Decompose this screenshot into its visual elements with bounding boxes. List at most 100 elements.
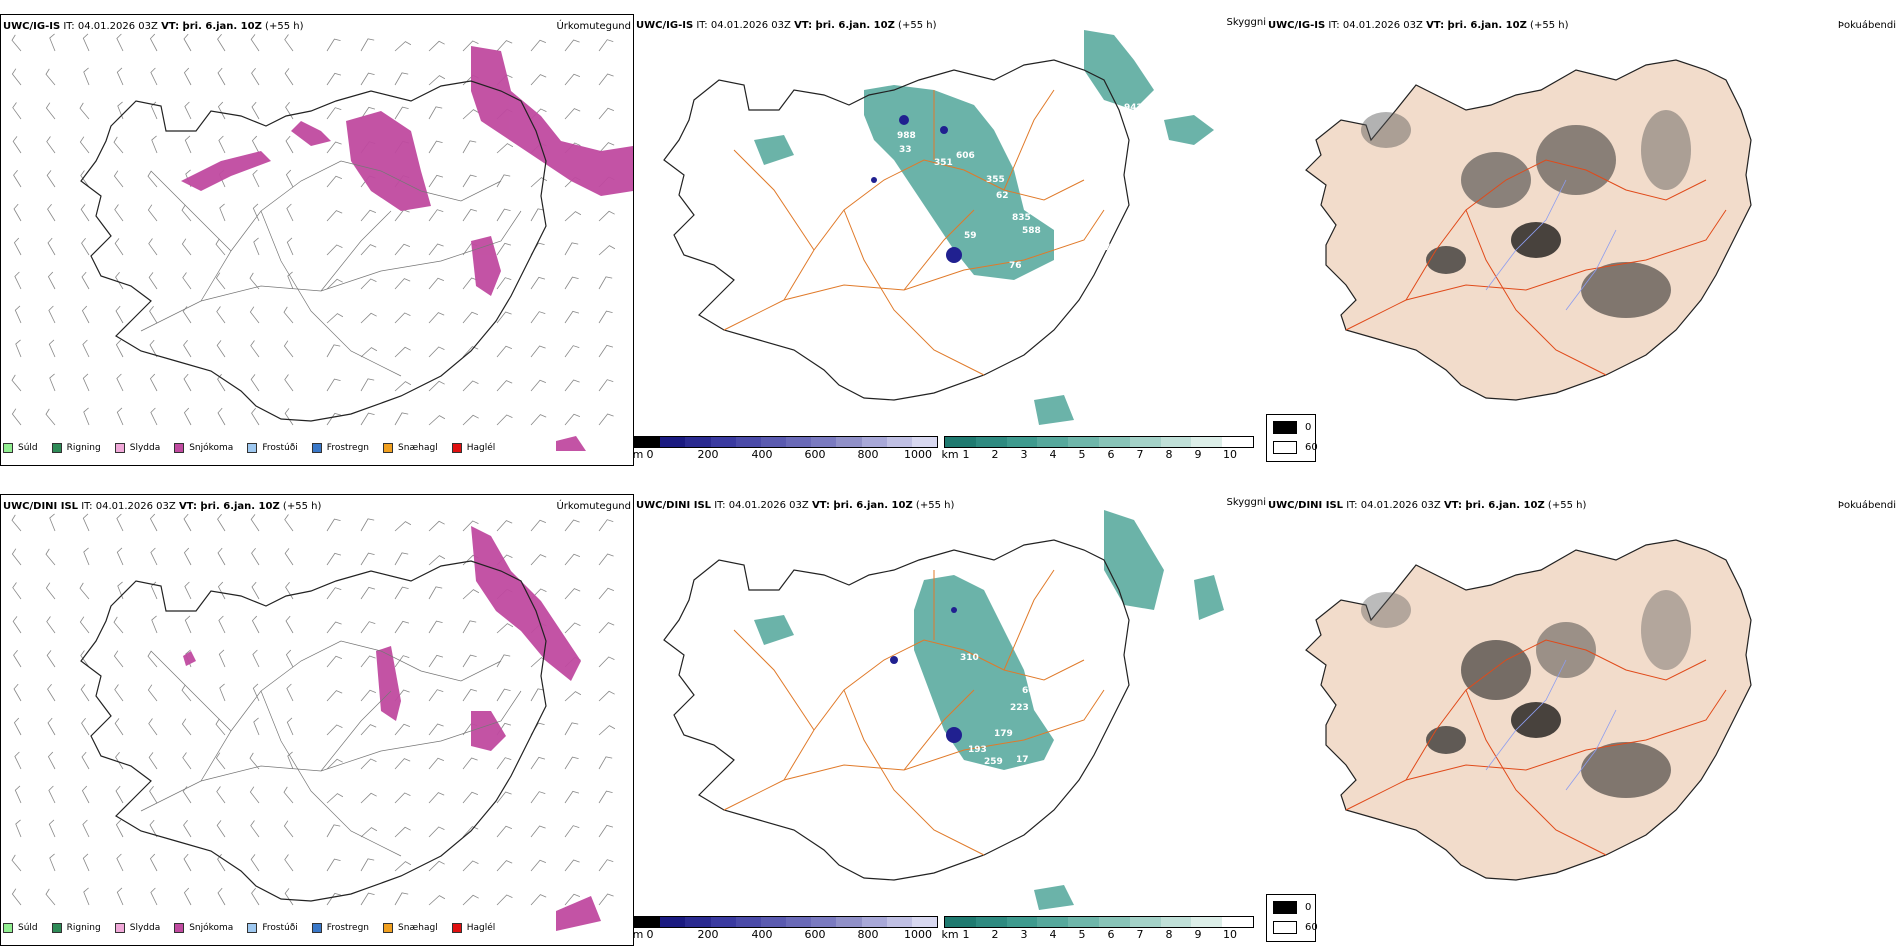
legend-item: Haglél (451, 443, 495, 453)
height-color-scale (634, 436, 938, 448)
wind-barb (496, 242, 512, 256)
wind-barb (252, 649, 260, 668)
wind-barb (360, 552, 375, 566)
wind-barb (215, 272, 226, 290)
legend-swatch (3, 443, 13, 453)
cloud-value: 355 (986, 175, 1005, 185)
legend-label: Snjókoma (189, 923, 234, 933)
wind-barb (428, 174, 444, 188)
wind-barb (326, 278, 343, 290)
wind-barb (147, 170, 158, 188)
wind-barb (46, 136, 56, 154)
fog-rivers (1485, 659, 1617, 791)
wind-barb (326, 892, 342, 906)
height-scale-ticks: m 0 200 400 600 800 1000 (633, 448, 938, 462)
visibility-tick: 9 (1194, 928, 1202, 941)
wind-barb (564, 553, 581, 566)
visibility-unit: km (941, 448, 959, 461)
wind-barb (287, 271, 294, 290)
wind-barb (82, 513, 90, 532)
cloud-value: 374 (1134, 627, 1153, 637)
wind-barb (81, 305, 90, 324)
valid-time: VT: þri. 6.jan. 10Z (794, 20, 895, 31)
wind-barb (14, 271, 22, 290)
wind-barb (252, 683, 260, 702)
wind-barb (217, 547, 226, 566)
visibility-color-scale (944, 916, 1254, 928)
wind-barb (564, 413, 581, 426)
visibility-tick: 7 (1136, 448, 1144, 461)
wind-barb (598, 276, 613, 290)
height-tick: 600 (804, 448, 826, 461)
legend-label: Slydda (129, 923, 161, 933)
iceland-coastline (80, 80, 547, 422)
wind-barb (250, 340, 260, 358)
wind-barb (115, 751, 124, 770)
legend-label: Snæhagl (398, 923, 438, 933)
high-cloud-dots (871, 115, 962, 263)
wind-barb (394, 723, 411, 736)
wind-barb (462, 860, 479, 872)
cloud-value: 63 (789, 191, 802, 201)
wind-barb (394, 826, 411, 838)
wind-barb (496, 311, 512, 324)
visibility-tick: 6 (1107, 928, 1115, 941)
wind-barb (360, 792, 377, 804)
wind-barb (45, 548, 56, 566)
wind-barb (360, 858, 375, 872)
fog-swatch (1273, 921, 1297, 934)
fog-map (1305, 539, 1752, 881)
valid-time: VT: þri. 6.jan. 10Z (178, 501, 280, 512)
fog-legend-label: 0 (1305, 422, 1312, 433)
roads-gray (140, 640, 522, 857)
wind-barb (598, 587, 615, 600)
wind-barb (151, 615, 158, 634)
wind-barb (530, 379, 547, 392)
wind-barb (249, 786, 260, 804)
height-tick: 0 (646, 928, 654, 941)
fog-legend-row: 0 (1273, 421, 1311, 434)
wind-barb (428, 40, 445, 52)
legend-swatch (247, 923, 258, 933)
wind-barb (428, 380, 445, 392)
height-tick: 200 (697, 448, 719, 461)
wind-barb (326, 858, 341, 872)
cloud-value: 14 (884, 735, 897, 745)
wind-barb (564, 691, 582, 702)
legend-swatch (174, 923, 185, 933)
legend-label: Snæhagl (398, 443, 438, 453)
wind-barb (45, 888, 56, 906)
wind-barb (216, 786, 226, 804)
wind-barb (45, 582, 56, 600)
cloud-panel-top: UWC/IG-IS IT: 04.01.2026 03Z VT: þri. 6.… (633, 14, 1266, 466)
wind-barb (598, 344, 614, 358)
wind-barb (326, 655, 343, 668)
wind-barb (530, 554, 547, 566)
wind-barb (360, 72, 375, 86)
wind-barb (428, 586, 443, 600)
cloud-value: 59 (964, 231, 977, 241)
visibility-tick: 10 (1223, 448, 1237, 461)
visibility-tick: 8 (1165, 448, 1173, 461)
wind-barb (181, 238, 192, 256)
wind-barb (47, 237, 56, 256)
fog-indicator-label: Þokuábendi (1837, 500, 1896, 511)
panel-header: UWC/DINI ISL IT: 04.01.2026 03Z VT: þri.… (636, 500, 954, 511)
wind-barb (394, 41, 412, 52)
wind-barb (148, 238, 158, 256)
wind-barb (360, 312, 377, 324)
wind-barb (530, 276, 546, 290)
cloud-value: 179 (994, 729, 1013, 739)
cloud-value: 310 (960, 653, 979, 663)
wind-barb (217, 581, 226, 600)
cloud-base-labels: 988 33 606 355 62 71 63 835 588 786 226 … (789, 103, 1145, 305)
wind-barb (115, 819, 124, 838)
wind-barb (360, 518, 375, 532)
wind-barb (428, 620, 443, 634)
wind-barb (283, 340, 294, 358)
legend-label: Súld (18, 923, 38, 933)
wind-barb (217, 33, 226, 52)
visibility-tick: 6 (1107, 448, 1115, 461)
wind-barb (360, 412, 375, 426)
wind-barb (283, 820, 294, 838)
